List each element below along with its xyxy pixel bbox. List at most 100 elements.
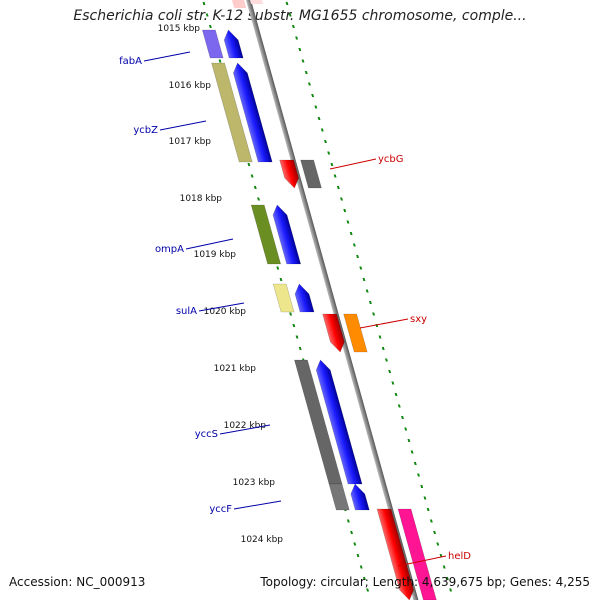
- tick-mark: [426, 508, 430, 511]
- tick-mark: [410, 450, 414, 454]
- tick-mark: [445, 577, 449, 580]
- gene-label-yccS: yccS: [195, 429, 218, 440]
- tick-mark: [285, 2, 289, 5]
- gene-fabA-arrow: [223, 29, 244, 59]
- tick-mark: [279, 278, 283, 281]
- tick-mark: [346, 519, 350, 523]
- gene-label-fabA: fabA: [119, 56, 142, 67]
- tick-mark: [381, 347, 385, 350]
- chromosome-backbone: [246, 0, 419, 600]
- tick-mark: [291, 25, 295, 28]
- tick-mark: [301, 59, 305, 63]
- tick-mark: [314, 105, 318, 109]
- gene-label-ycbZ: ycbZ: [133, 125, 158, 136]
- tick-mark: [253, 186, 257, 189]
- tick-mark: [378, 335, 382, 339]
- prev-gene-box: [229, 0, 247, 8]
- tick-mark: [366, 588, 370, 592]
- tick-mark: [429, 519, 433, 523]
- gene-label-sxy: sxy: [410, 314, 427, 325]
- gene-ompA-class-box: [250, 204, 282, 265]
- tick-mark: [356, 554, 360, 557]
- tick-mark: [311, 94, 315, 97]
- gene-sulA-arrow: [294, 283, 315, 313]
- kbp-tick-label: 1020 kbp: [204, 307, 247, 317]
- tick-mark: [333, 174, 337, 178]
- gene-ompA-arrow: [272, 204, 302, 265]
- tick-mark: [289, 312, 293, 316]
- tick-mark: [205, 13, 209, 17]
- gene-label-ompA: ompA: [155, 244, 184, 255]
- tick-mark: [288, 13, 292, 17]
- kbp-tick-label: 1015 kbp: [158, 24, 201, 34]
- gene-helD-arrow: [376, 508, 414, 600]
- tick-mark: [324, 140, 327, 143]
- tick-mark: [385, 358, 388, 362]
- tick-mark: [292, 324, 296, 327]
- leader-line-ycbZ: [159, 120, 207, 131]
- tick-mark: [352, 243, 356, 247]
- tick-mark: [218, 59, 222, 63]
- tick-mark: [276, 266, 280, 270]
- tick-mark: [298, 48, 302, 51]
- tick-mark: [330, 163, 334, 166]
- gene-yccF-class-box: [328, 483, 350, 511]
- kbp-tick-label: 1016 kbp: [169, 81, 212, 91]
- tick-mark: [404, 427, 408, 431]
- kbp-tick-label: 1023 kbp: [233, 478, 276, 488]
- right-tick-lane: [285, 2, 453, 592]
- gene-ycbZ-arrow: [233, 62, 273, 163]
- tick-mark: [423, 496, 427, 500]
- tick-mark: [295, 335, 299, 339]
- tick-mark: [362, 577, 366, 580]
- tick-mark: [356, 255, 359, 258]
- gene-label-yccF: yccF: [209, 504, 232, 515]
- tick-mark: [327, 151, 331, 155]
- tick-mark: [397, 404, 401, 408]
- tick-mark: [353, 542, 357, 546]
- gene-yccF-arrow: [350, 483, 370, 511]
- leader-line-yccS: [219, 424, 271, 435]
- tick-mark: [391, 381, 395, 385]
- tick-mark: [362, 278, 366, 281]
- gene-ycbZ-class-box: [211, 62, 253, 163]
- kbp-tick-label: 1021 kbp: [214, 364, 257, 374]
- tick-mark: [295, 36, 299, 40]
- tick-mark: [413, 462, 417, 465]
- tick-mark: [349, 232, 353, 235]
- gene-sxy-arrow: [322, 313, 345, 353]
- tick-mark: [368, 301, 372, 304]
- tick-mark: [336, 186, 340, 189]
- tick-mark: [365, 289, 369, 293]
- tick-mark: [420, 485, 424, 488]
- tick-mark: [257, 197, 260, 201]
- tick-mark: [343, 209, 347, 212]
- leader-line-sulA: [198, 302, 245, 312]
- leader-line-fabA: [143, 51, 191, 62]
- gene-label-ycbG: ycbG: [378, 154, 404, 165]
- kbp-tick-label: 1018 kbp: [180, 194, 223, 204]
- tick-mark: [340, 197, 343, 201]
- tick-mark: [359, 266, 363, 270]
- tick-mark: [317, 117, 321, 120]
- tick-mark: [320, 128, 324, 132]
- map-title: Escherichia coli str. K-12 substr. MG165…: [73, 8, 527, 24]
- gene-ycbG-arrow: [279, 159, 299, 189]
- gene-label-helD: helD: [448, 551, 471, 562]
- leader-line-yccF: [233, 500, 282, 510]
- tick-mark: [350, 531, 353, 534]
- leader-line-ompA: [185, 238, 234, 250]
- gene-yccS-arrow: [315, 359, 363, 485]
- tick-mark: [308, 82, 311, 86]
- tick-mark: [346, 220, 350, 224]
- leader-line-ycbG: [329, 158, 377, 170]
- topology-summary: Topology: circular; Length: 4,639,675 bp…: [260, 575, 590, 589]
- tick-mark: [250, 174, 254, 178]
- kbp-tick-label: 1024 kbp: [241, 535, 284, 545]
- gene-fabA-class-box: [201, 29, 224, 59]
- tick-mark: [407, 439, 411, 442]
- tick-mark: [442, 565, 446, 569]
- chromosome-strip: [201, 0, 453, 600]
